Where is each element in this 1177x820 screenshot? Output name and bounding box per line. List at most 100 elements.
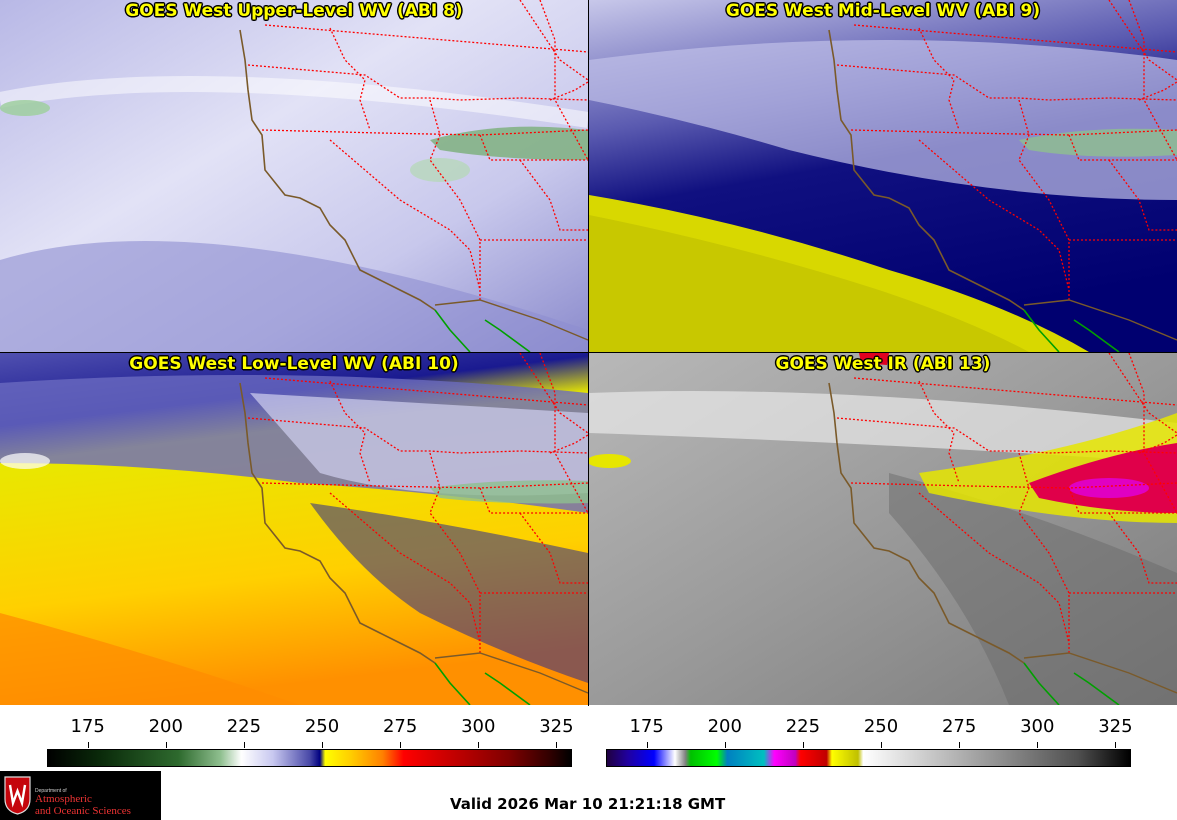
state-border	[1068, 487, 1177, 514]
logo-department: Department of	[35, 788, 67, 794]
mexico-coastline	[434, 662, 531, 705]
state-border	[519, 159, 588, 231]
state-border	[1018, 99, 1070, 300]
state-border	[519, 512, 588, 584]
state-border	[1018, 452, 1070, 653]
panel-divider	[0, 352, 1177, 353]
mexico-coastline	[434, 309, 531, 352]
state-border	[1138, 81, 1177, 101]
panel-title: GOES West IR (ABI 13)	[775, 354, 991, 374]
state-border	[261, 129, 588, 136]
panel-title: GOES West Upper-Level WV (ABI 8)	[125, 1, 463, 21]
colorbar-tick-mark	[646, 742, 648, 748]
low-level-wv-image	[0, 353, 588, 705]
us-mexico-border	[434, 652, 588, 694]
infrared-image	[589, 353, 1177, 705]
colorbar-tick-mark	[556, 742, 558, 748]
logo-line1: Atmospheric	[35, 793, 92, 805]
water-vapor-colorbar: 175 200 225 250 275 300 325	[47, 712, 574, 772]
state-border	[247, 64, 588, 101]
state-border	[261, 482, 588, 489]
us-mexico-border	[434, 299, 588, 341]
coastline	[239, 29, 436, 311]
coastline	[239, 382, 436, 664]
coastline	[828, 29, 1025, 311]
state-border	[519, 0, 588, 81]
colorbar-tick-labels: 175 200 225 250 275 300 325	[606, 716, 1133, 742]
colorbar-tick-labels: 175 200 225 250 275 300 325	[47, 716, 574, 742]
state-border	[539, 0, 588, 161]
state-border	[549, 81, 588, 101]
logo-line2: and Oceanic Sciences	[35, 805, 131, 817]
state-border	[329, 139, 481, 291]
colorbar-tick-label: 200	[707, 716, 742, 737]
colorbar-tick-mark	[881, 742, 882, 748]
colorbar-tick-label: 175	[629, 716, 664, 737]
mexico-coastline	[1023, 662, 1120, 705]
colorbar-tick-mark	[724, 742, 726, 748]
colorbar-tick-mark	[1037, 742, 1039, 748]
state-border	[1108, 353, 1177, 434]
state-border	[429, 99, 481, 300]
colorbar-tick-mark	[400, 742, 402, 748]
state-border	[479, 134, 588, 161]
state-border	[1138, 434, 1177, 454]
state-border	[1108, 0, 1177, 81]
state-border	[519, 353, 588, 434]
colorbar-tick-label: 175	[70, 716, 105, 737]
panel-title: GOES West Low-Level WV (ABI 10)	[129, 354, 459, 374]
colorbar-tick-label: 225	[785, 716, 821, 737]
state-border	[329, 492, 481, 644]
aos-logo: Department of Atmospheric and Oceanic Sc…	[0, 771, 161, 820]
state-border	[479, 487, 588, 514]
state-border	[429, 452, 481, 653]
colorbar-tick-mark	[243, 742, 245, 748]
colorbar-tick-label: 200	[148, 716, 183, 737]
state-border	[549, 434, 588, 454]
us-mexico-border	[1023, 652, 1177, 694]
state-border	[1108, 512, 1177, 584]
colorbar-gradient	[606, 749, 1131, 767]
mid-level-wv-panel: GOES West Mid-Level WV (ABI 9)	[589, 0, 1177, 352]
colorbar-gradient	[47, 749, 572, 767]
colorbar-tick-mark	[1115, 742, 1117, 748]
colorbar-tick-label: 275	[382, 716, 418, 737]
infrared-colorbar: 175 200 225 250 275 300 325	[606, 712, 1133, 772]
state-border	[1068, 134, 1177, 161]
colorbar-tick-mark	[478, 742, 480, 748]
colorbar-tick-label: 300	[1020, 716, 1055, 737]
colorbar-tick-mark	[87, 742, 89, 748]
state-border	[850, 129, 1177, 136]
colorbar-tick-label: 250	[863, 716, 899, 737]
mexico-coastline	[1023, 309, 1120, 352]
university-seal-icon	[4, 776, 31, 815]
colorbar-tick-label: 275	[941, 716, 977, 737]
state-border	[918, 139, 1070, 291]
upper-level-wv-panel: GOES West Upper-Level WV (ABI 8)	[0, 0, 588, 352]
panel-divider	[588, 0, 589, 706]
state-border	[836, 417, 1177, 454]
colorbar-tick-mark	[802, 742, 804, 748]
colorbar-tick-label: 225	[226, 716, 262, 737]
valid-time: Valid 2026 Mar 10 21:21:18 GMT	[450, 795, 726, 813]
coastline	[828, 382, 1025, 664]
us-mexico-border	[1023, 299, 1177, 341]
state-border	[1128, 353, 1177, 514]
state-border	[918, 492, 1070, 644]
low-level-wv-panel: GOES West Low-Level WV (ABI 10)	[0, 353, 588, 705]
state-border	[1128, 0, 1177, 161]
state-border	[247, 417, 588, 454]
panel-title: GOES West Mid-Level WV (ABI 9)	[725, 1, 1041, 21]
colorbar-tick-mark	[165, 742, 167, 748]
colorbar-tick-mark	[959, 742, 961, 748]
state-border	[1108, 159, 1177, 231]
infrared-panel: GOES West IR (ABI 13)	[589, 353, 1177, 705]
upper-level-wv-image	[0, 0, 588, 352]
state-border	[850, 482, 1177, 489]
state-border	[836, 64, 1177, 101]
colorbar-tick-label: 250	[304, 716, 340, 737]
colorbar-tick-label: 325	[1098, 716, 1133, 737]
colorbar-tick-label: 325	[539, 716, 574, 737]
colorbar-tick-label: 300	[461, 716, 496, 737]
state-border	[539, 353, 588, 514]
